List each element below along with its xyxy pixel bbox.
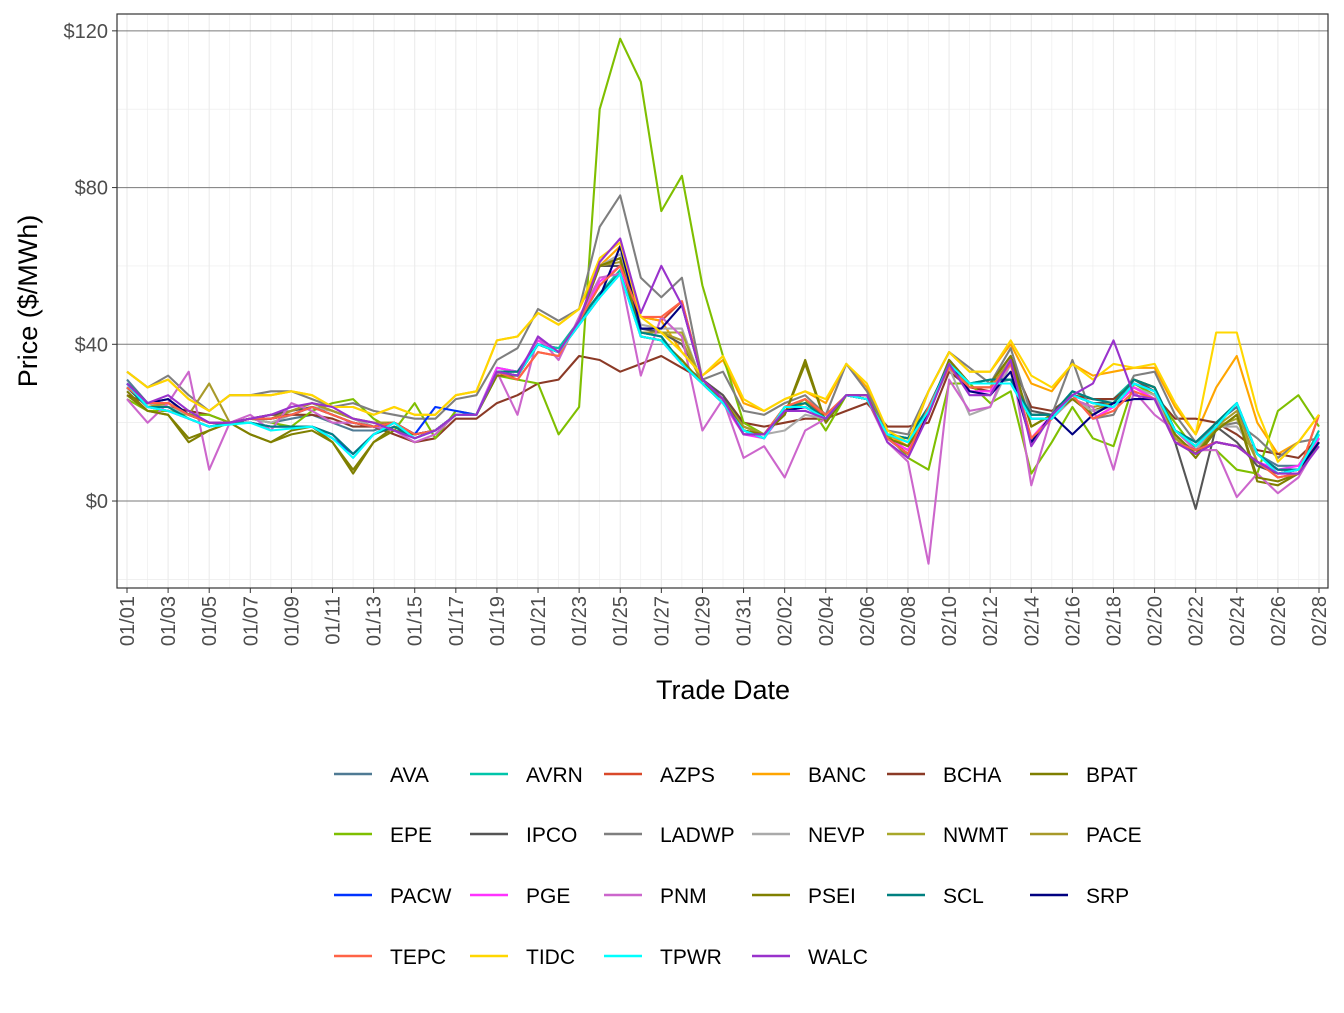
legend-item: AVA: [334, 764, 429, 787]
legend-label: AVA: [390, 764, 429, 787]
legend-label: TPWR: [660, 946, 722, 969]
x-tick-label: 01/07: [240, 596, 262, 646]
legend-label: LADWP: [660, 824, 735, 847]
legend-item: BANC: [752, 764, 866, 787]
legend-label: NEVP: [808, 824, 865, 847]
x-tick-label: 02/28: [1309, 596, 1331, 646]
x-tick-label: 02/14: [1021, 596, 1043, 646]
series-lines: [126, 37, 1320, 565]
legend-label: PACW: [390, 885, 452, 908]
legend-label: PACE: [1086, 824, 1142, 847]
x-tick-label: 01/29: [692, 596, 714, 646]
legend-item: TPWR: [604, 946, 722, 969]
legend-item: PSEI: [752, 885, 856, 908]
x-tick-label: 01/09: [281, 596, 303, 646]
x-tick-label: 02/18: [1103, 596, 1125, 646]
legend-item: BCHA: [887, 764, 1001, 787]
series-line-tpwr: [126, 272, 1320, 475]
legend-item: LADWP: [604, 824, 735, 847]
x-tick-label: 02/22: [1186, 596, 1208, 646]
legend-item: NEVP: [752, 824, 865, 847]
x-tick-label: 01/31: [734, 596, 756, 646]
legend-item: TIDC: [470, 946, 575, 969]
series-line-tidc: [126, 241, 1320, 463]
x-tick-label: 01/11: [323, 596, 345, 645]
legend-label: SCL: [943, 885, 984, 908]
legend-label: SRP: [1086, 885, 1129, 908]
legend-item: EPE: [334, 824, 432, 847]
legend-item: PACW: [334, 885, 452, 908]
x-tick-label: 01/17: [446, 596, 468, 646]
legend-label: AVRN: [526, 764, 583, 787]
x-tick-label: 01/25: [610, 596, 632, 646]
x-tick-label: 02/12: [980, 596, 1002, 646]
x-tick-label: 02/10: [939, 596, 961, 646]
y-tick-label: $40: [75, 334, 108, 356]
legend-item: BPAT: [1030, 764, 1138, 787]
x-tick-label: 01/01: [117, 596, 139, 646]
y-tick-label: $80: [75, 178, 108, 200]
legend-item: PACE: [1030, 824, 1142, 847]
x-tick-label: 02/06: [857, 596, 879, 646]
x-axis: 01/01 01/03 01/05 01/07 01/09 01/11 01/13 01/15…: [117, 588, 1331, 646]
legend-label: PGE: [526, 885, 570, 908]
x-tick-label: 01/23: [569, 596, 591, 646]
legend-label: EPE: [390, 824, 432, 847]
legend-label: BPAT: [1086, 764, 1138, 787]
x-axis-title: Trade Date: [656, 675, 790, 705]
x-tick-label: 02/04: [816, 596, 838, 646]
x-tick-label: 01/05: [199, 596, 221, 646]
legend-item: AZPS: [604, 764, 715, 787]
y-tick-label: $120: [64, 21, 109, 43]
grid: [117, 14, 1328, 588]
legend-label: BANC: [808, 764, 866, 787]
legend-label: BCHA: [943, 764, 1001, 787]
x-tick-label: 02/02: [775, 596, 797, 646]
legend-item: SCL: [887, 885, 984, 908]
legend-item: PGE: [470, 885, 570, 908]
series-line-walc: [126, 237, 1320, 475]
x-tick-label: 01/13: [364, 596, 386, 646]
plot-border: [116, 13, 1329, 589]
legend-label: PSEI: [808, 885, 856, 908]
y-axis-title: Price ($/MWh): [13, 215, 43, 388]
x-tick-label: 02/16: [1062, 596, 1084, 646]
legend-item: SRP: [1030, 885, 1129, 908]
x-tick-label: 02/26: [1268, 596, 1290, 646]
legend-label: PNM: [660, 885, 707, 908]
legend-item: NWMT: [887, 824, 1008, 847]
legend-label: IPCO: [526, 824, 577, 847]
legend-label: AZPS: [660, 764, 715, 787]
x-tick-label: 02/24: [1227, 596, 1249, 646]
x-tick-label: 01/27: [651, 596, 673, 646]
legend-item: WALC: [752, 946, 868, 969]
legend: AVA AVRN AZPS BANC BCHA BPAT EPE IPCO LADWP NEVP N…: [334, 764, 1142, 969]
x-tick-label: 01/21: [528, 596, 550, 646]
legend-label: TIDC: [526, 946, 575, 969]
x-tick-label: 02/20: [1145, 596, 1167, 646]
legend-item: TEPC: [334, 946, 446, 969]
y-tick-label: $0: [86, 491, 108, 513]
x-tick-label: 01/03: [158, 596, 180, 646]
y-axis: $0 $40 $80 $120: [64, 21, 117, 513]
legend-item: AVRN: [470, 764, 583, 787]
legend-label: WALC: [808, 946, 868, 969]
legend-item: PNM: [604, 885, 707, 908]
x-tick-label: 01/15: [405, 596, 427, 646]
x-tick-label: 02/08: [898, 596, 920, 646]
legend-label: NWMT: [943, 824, 1008, 847]
legend-item: IPCO: [470, 824, 577, 847]
legend-label: TEPC: [390, 946, 446, 969]
x-tick-label: 01/19: [487, 596, 509, 646]
